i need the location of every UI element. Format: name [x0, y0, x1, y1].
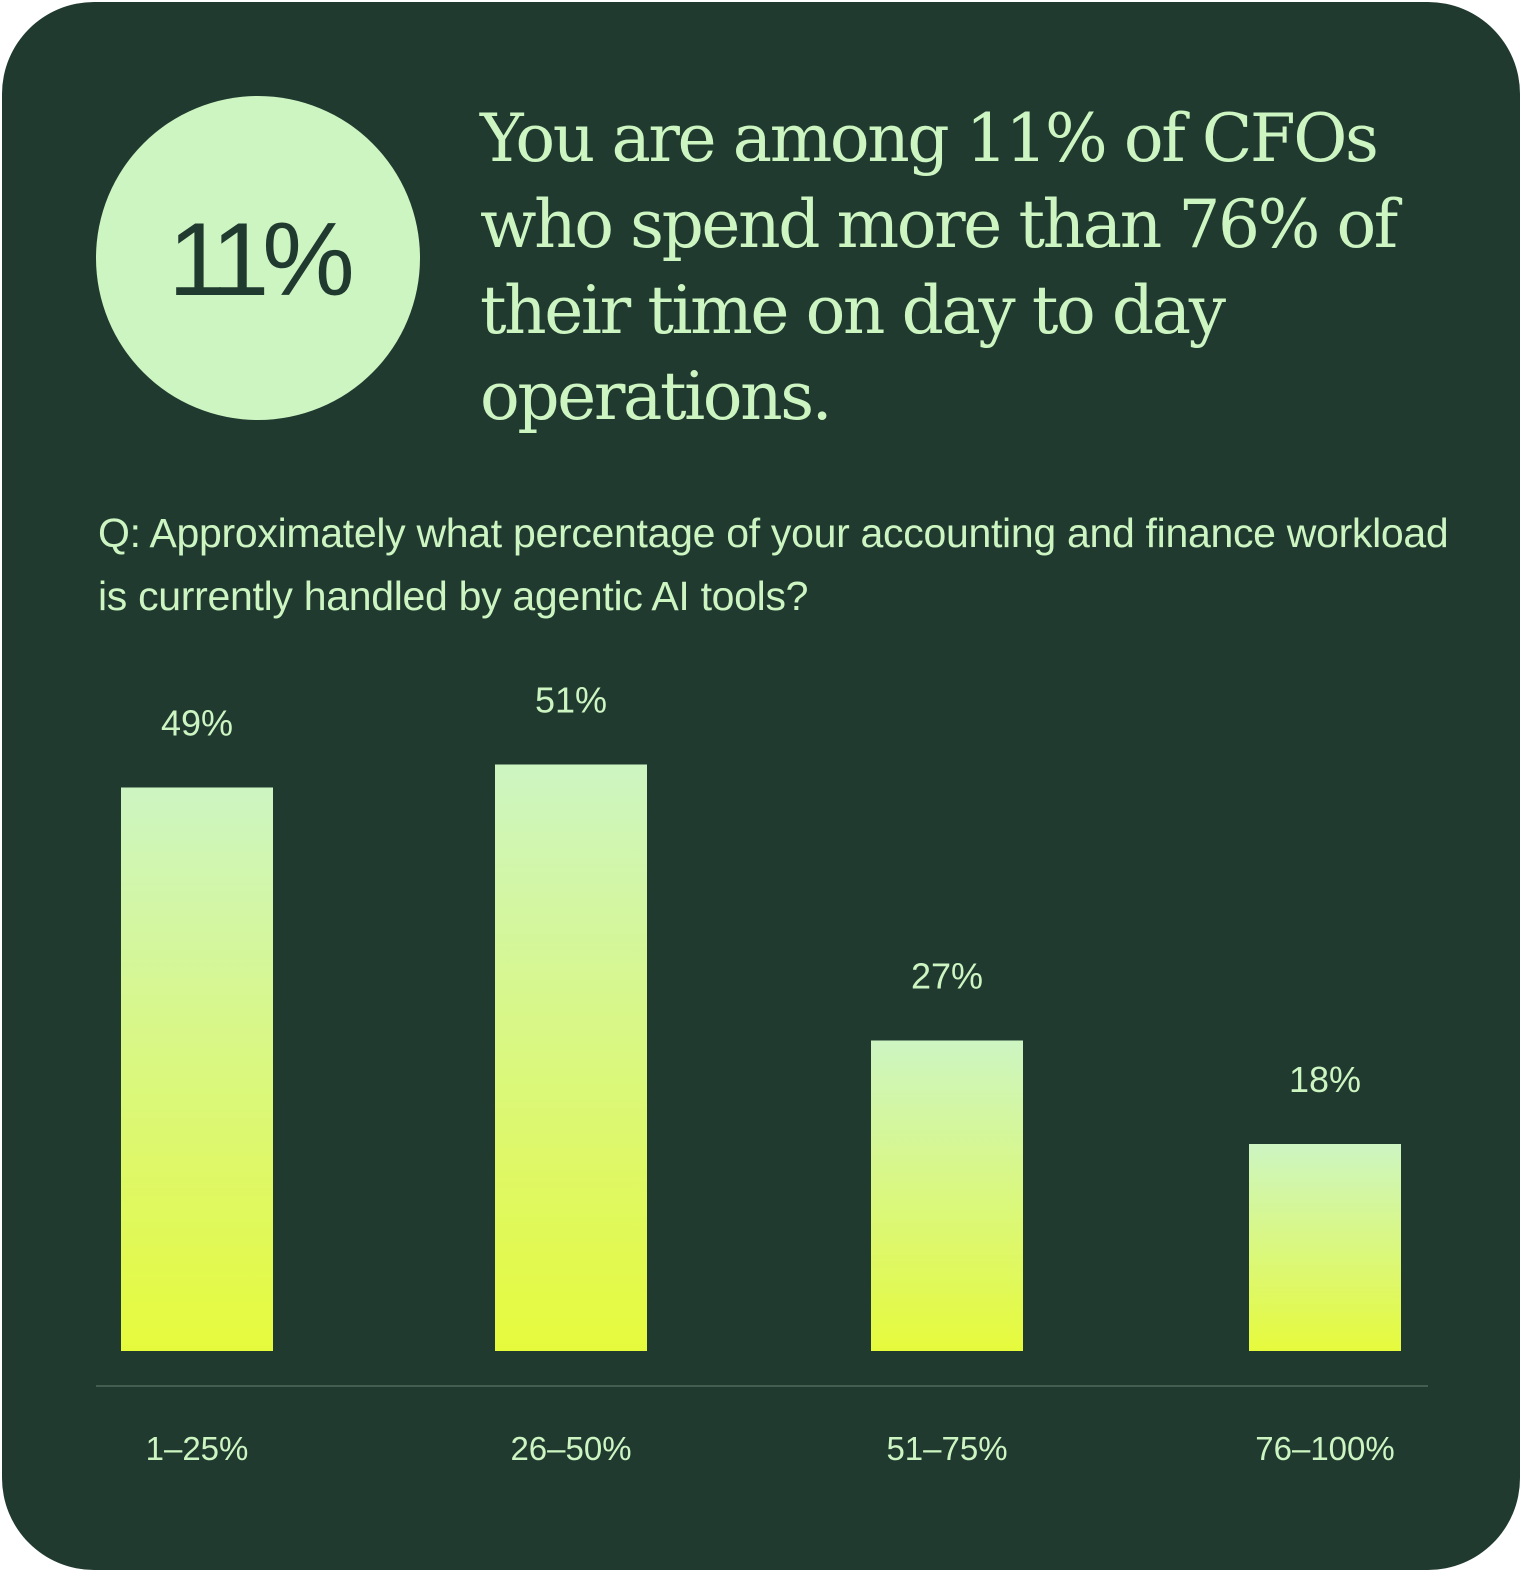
bars-group	[121, 764, 1401, 1351]
bar-value-label-2: 51%	[535, 680, 607, 721]
survey-question: Q: Approximately what percentage of your…	[98, 510, 1449, 619]
headline: You are among 11% of CFOs who spend more…	[480, 100, 1398, 435]
category-label-4: 76–100%	[1255, 1430, 1394, 1467]
stat-badge: 11%	[96, 96, 420, 420]
stat-badge-value: 11%	[168, 201, 354, 318]
category-label-3: 51–75%	[886, 1430, 1007, 1467]
bar-1	[121, 787, 273, 1351]
bar-value-label-1: 49%	[161, 703, 233, 744]
value-labels-group: 49% 51% 27% 18%	[161, 680, 1361, 1101]
category-labels-group: 1–25% 26–50% 51–75% 76–100%	[146, 1430, 1395, 1467]
bar-4	[1249, 1144, 1401, 1351]
category-label-1: 1–25%	[146, 1430, 249, 1467]
bar-value-label-4: 18%	[1289, 1059, 1361, 1100]
bar-3	[871, 1040, 1023, 1351]
bar-2	[495, 764, 647, 1351]
bar-value-label-3: 27%	[911, 956, 983, 997]
category-label-2: 26–50%	[510, 1430, 631, 1467]
